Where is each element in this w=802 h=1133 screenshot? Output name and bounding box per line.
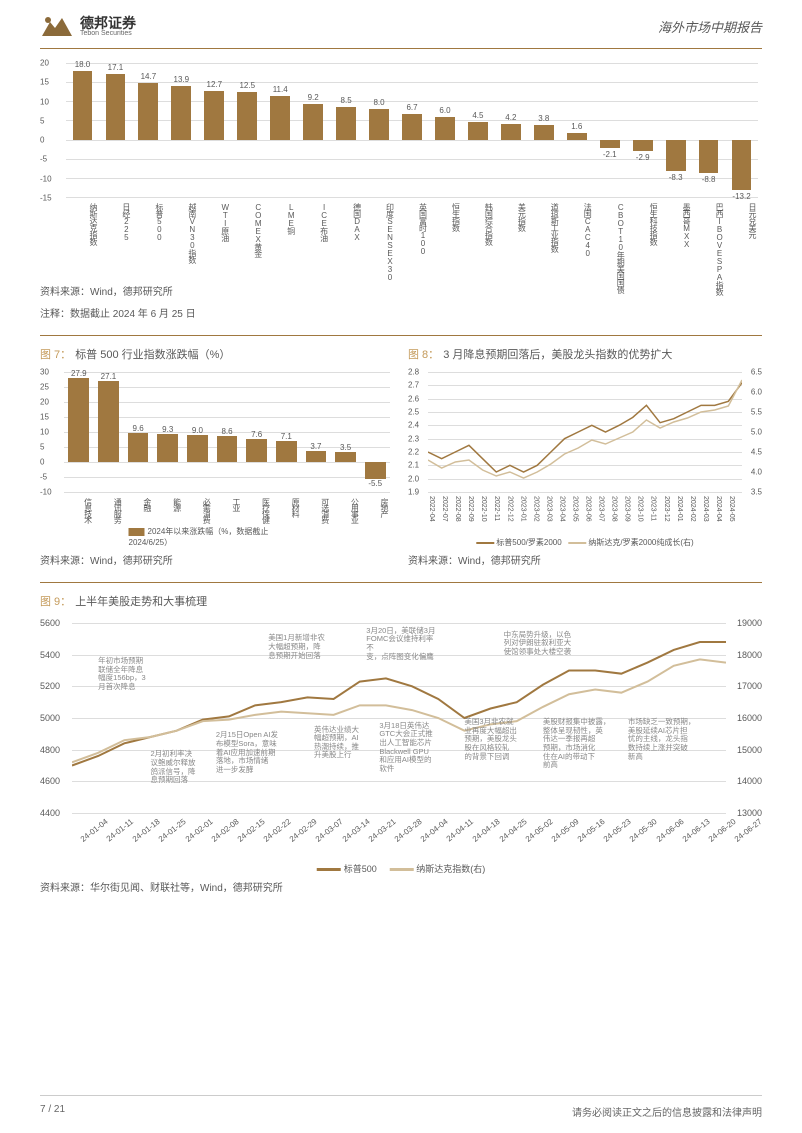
company-name-en: Tebon Securities <box>80 30 136 37</box>
page-header: 德邦证券 Tebon Securities 海外市场中期报告 <box>40 0 762 49</box>
fig7-title: 标普 500 行业指数涨跌幅（%） <box>75 349 230 361</box>
page-number: 7 / 21 <box>40 1104 65 1119</box>
report-title: 海外市场中期报告 <box>658 17 762 36</box>
fig8-prefix: 图 8： <box>408 349 439 361</box>
fig7-prefix: 图 7： <box>40 349 71 361</box>
section-separator <box>40 335 762 336</box>
footer-disclaimer: 请务必阅读正文之后的信息披露和法律声明 <box>572 1104 762 1119</box>
fig9-prefix: 图 9： <box>40 596 71 608</box>
company-name-cn: 德邦证券 <box>80 16 136 30</box>
figure-8-block: 图 8：3 月降息预期回落后，美股龙头指数的优势扩大 1.92.02.12.22… <box>408 346 762 570</box>
fig9-source: 资料来源：华尔街见闻、财联社等，Wind，德邦研究所 <box>40 881 762 897</box>
fig8-source: 资料来源：Wind，德邦研究所 <box>408 554 762 570</box>
section-separator-2 <box>40 582 762 583</box>
figure-7-block: 图 7：标普 500 行业指数涨跌幅（%） 27.9信息技术27.1通讯服务9.… <box>40 346 394 570</box>
figure-9-block: 图 9：上半年美股走势和大事梳理 44004600480050005200540… <box>40 593 762 897</box>
page-footer: 7 / 21 请务必阅读正文之后的信息披露和法律声明 <box>40 1095 762 1119</box>
fig9-title: 上半年美股走势和大事梳理 <box>75 596 207 608</box>
chart-1-source: 资料来源：Wind，德邦研究所 <box>40 285 762 301</box>
logo-icon <box>40 12 74 40</box>
company-logo: 德邦证券 Tebon Securities <box>40 12 136 40</box>
fig8-title: 3 月降息预期回落后，美股龙头指数的优势扩大 <box>443 349 672 361</box>
chart-1-asset-returns: 18.0纳斯达克指数17.1日经22514.7标普50013.9越南VN30指数… <box>40 59 762 323</box>
chart-1-note: 注释：数据截止 2024 年 6 月 25 日 <box>40 307 762 323</box>
fig7-source: 资料来源：Wind，德邦研究所 <box>40 554 394 570</box>
